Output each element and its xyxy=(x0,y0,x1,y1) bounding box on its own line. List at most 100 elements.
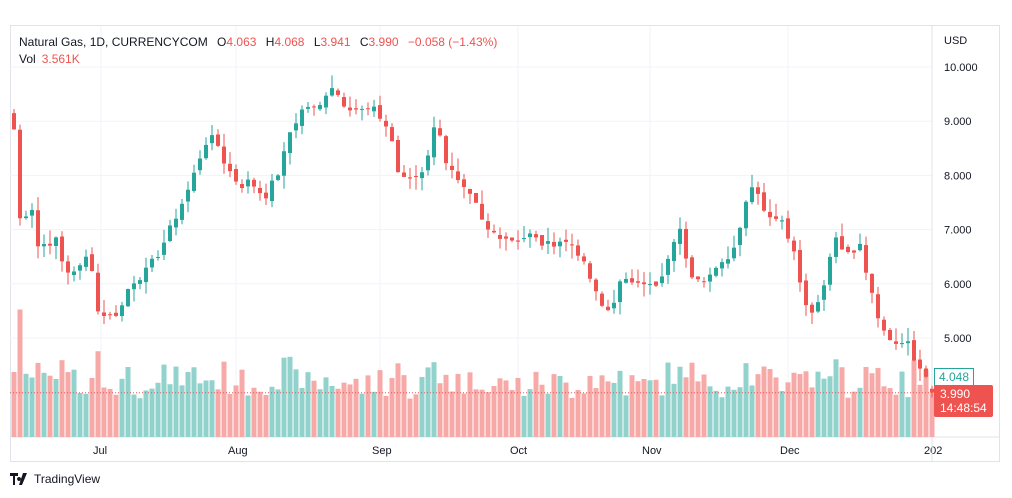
volume-bar xyxy=(539,384,545,437)
candle-body xyxy=(720,262,724,269)
volume-bar xyxy=(875,367,881,437)
volume-bar xyxy=(833,359,839,437)
volume-bar xyxy=(221,361,227,437)
volume-bar xyxy=(191,367,197,437)
candle-body xyxy=(48,243,52,246)
candle-body xyxy=(114,312,118,316)
candle-body xyxy=(474,192,478,203)
candle-body xyxy=(120,305,124,316)
candle-body xyxy=(606,306,610,311)
volume-bar xyxy=(227,394,233,437)
volume-bar xyxy=(287,356,293,437)
low-label: L xyxy=(313,35,321,49)
volume-bar xyxy=(737,387,743,437)
volume-label: Vol xyxy=(19,52,36,66)
volume-bar xyxy=(377,370,383,437)
candle-body xyxy=(414,175,418,178)
candle-body xyxy=(624,278,628,283)
volume-bar xyxy=(587,375,593,437)
volume-value: 3.561K xyxy=(41,52,80,66)
candle-body xyxy=(912,340,916,361)
volume-bar xyxy=(65,372,71,437)
candle-body xyxy=(66,261,70,273)
volume-bar xyxy=(245,395,251,437)
volume-bar xyxy=(461,393,467,437)
volume-bar xyxy=(905,397,911,437)
candle-body xyxy=(918,359,922,369)
volume-bar xyxy=(113,394,119,437)
candle-body xyxy=(504,236,508,239)
candle-body xyxy=(888,329,892,341)
volume-bar xyxy=(671,383,677,437)
volume-bar xyxy=(611,382,617,437)
candle-body xyxy=(822,285,826,300)
candle-body xyxy=(756,187,760,194)
candle-body xyxy=(150,258,154,268)
candle-body xyxy=(528,233,532,238)
candle-body xyxy=(282,151,286,176)
price-axis-currency: USD xyxy=(944,35,967,47)
candle-body xyxy=(660,276,664,284)
candle-body xyxy=(702,281,706,283)
candle-body xyxy=(732,247,736,259)
volume-bar xyxy=(665,362,671,437)
candle-body xyxy=(696,276,700,280)
candle-body xyxy=(804,280,808,306)
volume-bar xyxy=(179,385,185,437)
volume-bar xyxy=(857,387,863,437)
candle-body xyxy=(318,105,322,110)
volume-bar xyxy=(779,390,785,437)
volume-bar xyxy=(761,366,767,437)
candle-body xyxy=(132,283,136,290)
high-label: H xyxy=(265,35,275,49)
volume-bar xyxy=(95,351,101,437)
last-price: 3.990 xyxy=(940,387,971,401)
candle-body xyxy=(258,187,262,194)
volume-bar xyxy=(419,376,425,437)
volume-bar xyxy=(707,386,713,437)
volume-bar xyxy=(605,381,611,437)
candle-body xyxy=(138,280,142,284)
candle-body xyxy=(900,343,904,345)
candle-body xyxy=(522,238,526,240)
candle-body xyxy=(54,237,58,246)
candle-body xyxy=(84,256,88,267)
high-value: 4.068 xyxy=(274,35,305,49)
volume-bar xyxy=(809,387,815,437)
candle-body xyxy=(204,144,208,159)
candle-body xyxy=(216,134,220,146)
volume-bar xyxy=(635,381,641,437)
candle-body xyxy=(612,302,616,309)
candle-body xyxy=(786,218,790,239)
volume-bar xyxy=(251,387,257,437)
change-value: −0.058 (−1.43%) xyxy=(407,35,498,49)
volume-bar xyxy=(323,377,329,437)
candle-body xyxy=(240,183,244,189)
prev-close-tag: 4.048 xyxy=(934,368,975,386)
volume-bar xyxy=(575,389,581,437)
candle-body xyxy=(924,368,928,377)
candle-body xyxy=(492,230,496,233)
candle-body xyxy=(642,282,646,285)
candle-body xyxy=(42,244,46,247)
volume-bar xyxy=(281,357,287,437)
volume-bar xyxy=(383,395,389,437)
volume-bar xyxy=(929,393,935,437)
candle-body xyxy=(420,172,424,179)
volume-bar xyxy=(149,388,155,437)
volume-bar xyxy=(551,374,557,437)
chart-frame[interactable] xyxy=(10,25,1000,462)
volume-bar xyxy=(791,372,797,437)
volume-bar xyxy=(215,389,221,437)
candle-body xyxy=(828,256,832,285)
candle-body xyxy=(126,288,130,307)
candle-body xyxy=(192,172,196,191)
candle-body xyxy=(840,236,844,250)
volume-bar xyxy=(659,395,665,437)
candle-body xyxy=(90,254,94,271)
candle-body xyxy=(390,127,394,142)
volume-bar xyxy=(155,382,161,437)
tradingview-logo[interactable]: TradingView xyxy=(10,472,100,486)
volume-bar xyxy=(269,386,275,437)
